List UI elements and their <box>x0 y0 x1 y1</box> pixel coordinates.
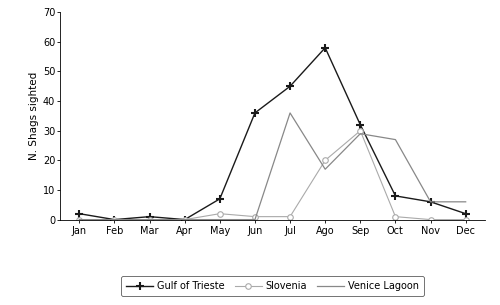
Line: Gulf of Trieste: Gulf of Trieste <box>75 44 470 224</box>
Venice Lagoon <box>76 218 82 221</box>
Venice Lagoon <box>217 218 223 221</box>
Gulf of Trieste <box>182 218 188 221</box>
Gulf of Trieste <box>358 123 364 127</box>
Slovenia <box>462 218 468 221</box>
Gulf of Trieste <box>76 212 82 216</box>
Slovenia <box>252 215 258 218</box>
Slovenia <box>76 218 82 221</box>
Gulf of Trieste <box>287 84 293 88</box>
Gulf of Trieste <box>462 212 468 216</box>
Venice Lagoon <box>287 111 293 115</box>
Venice Lagoon <box>358 132 364 135</box>
Line: Venice Lagoon: Venice Lagoon <box>80 113 466 220</box>
Venice Lagoon <box>428 200 434 204</box>
Venice Lagoon <box>462 200 468 204</box>
Gulf of Trieste <box>428 200 434 204</box>
Gulf of Trieste <box>146 215 152 218</box>
Gulf of Trieste <box>112 218 117 221</box>
Venice Lagoon <box>322 167 328 171</box>
Y-axis label: N. Shags sighted: N. Shags sighted <box>28 72 38 160</box>
Venice Lagoon <box>392 138 398 142</box>
Venice Lagoon <box>146 218 152 221</box>
Venice Lagoon <box>182 218 188 221</box>
Gulf of Trieste <box>392 194 398 198</box>
Slovenia <box>392 215 398 218</box>
Gulf of Trieste <box>252 111 258 115</box>
Slovenia <box>112 218 117 221</box>
Slovenia <box>358 129 364 133</box>
Slovenia <box>322 159 328 162</box>
Gulf of Trieste <box>217 197 223 201</box>
Slovenia <box>146 218 152 221</box>
Slovenia <box>287 215 293 218</box>
Venice Lagoon <box>112 218 117 221</box>
Slovenia <box>182 218 188 221</box>
Legend: Gulf of Trieste, Slovenia, Venice Lagoon: Gulf of Trieste, Slovenia, Venice Lagoon <box>121 276 424 296</box>
Gulf of Trieste <box>322 46 328 50</box>
Slovenia <box>217 212 223 216</box>
Slovenia <box>428 218 434 221</box>
Line: Slovenia: Slovenia <box>76 128 468 222</box>
Venice Lagoon <box>252 218 258 221</box>
